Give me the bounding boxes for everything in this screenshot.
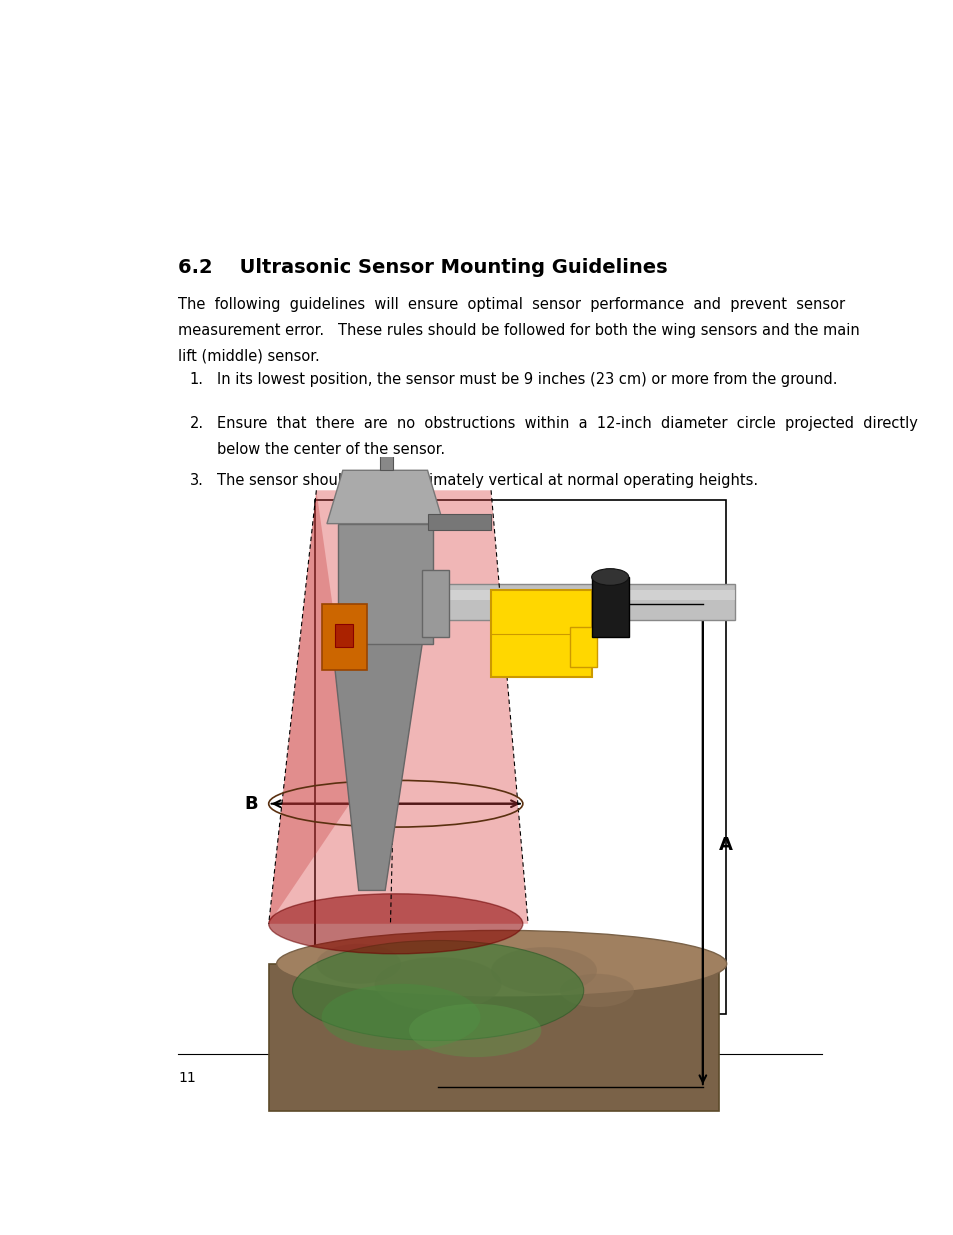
Bar (321, 604, 366, 671)
Ellipse shape (491, 947, 597, 994)
Text: 3.: 3. (190, 473, 203, 488)
Ellipse shape (591, 568, 628, 585)
Bar (379, 443, 393, 471)
FancyBboxPatch shape (269, 963, 718, 1110)
Bar (337, 524, 433, 643)
Bar (422, 571, 448, 637)
Ellipse shape (409, 1004, 540, 1057)
Text: Figure 6: Sensor Mounting Guidelines: Figure 6: Sensor Mounting Guidelines (375, 1029, 669, 1042)
Ellipse shape (316, 944, 400, 984)
Text: lift (middle) sensor.: lift (middle) sensor. (178, 348, 320, 364)
Text: 2.: 2. (190, 416, 203, 431)
Ellipse shape (276, 930, 726, 997)
Ellipse shape (559, 973, 634, 1008)
Bar (335, 624, 353, 647)
Polygon shape (332, 643, 422, 890)
Text: In its lowest position, the sensor must be 9 inches (23 cm) or more from the gro: In its lowest position, the sensor must … (216, 372, 837, 387)
Text: measurement error.   These rules should be followed for both the wing sensors an: measurement error. These rules should be… (178, 324, 860, 338)
Bar (491, 590, 591, 677)
Bar (591, 577, 628, 637)
Bar (570, 627, 597, 667)
Ellipse shape (293, 941, 583, 1040)
Text: A: A (718, 836, 732, 855)
Bar (427, 514, 491, 530)
Bar (314, 500, 724, 1014)
Text: The  following  guidelines  will  ensure  optimal  sensor  performance  and  pre: The following guidelines will ensure opt… (178, 298, 844, 312)
Text: The sensor should be approximately vertical at normal operating heights.: The sensor should be approximately verti… (216, 473, 758, 488)
Text: 11: 11 (178, 1071, 196, 1084)
Polygon shape (269, 490, 358, 924)
Ellipse shape (375, 957, 501, 1010)
Ellipse shape (269, 894, 522, 953)
Text: below the center of the sensor.: below the center of the sensor. (216, 442, 444, 457)
Bar (427, 584, 734, 620)
Text: 1.: 1. (190, 372, 203, 387)
Bar (427, 590, 734, 600)
Ellipse shape (321, 984, 480, 1051)
Text: 6.2    Ultrasonic Sensor Mounting Guidelines: 6.2 Ultrasonic Sensor Mounting Guideline… (178, 258, 667, 277)
Polygon shape (327, 471, 443, 524)
Text: Ensure  that  there  are  no  obstructions  within  a  12-inch  diameter  circle: Ensure that there are no obstructions wi… (216, 416, 917, 431)
Text: B: B (244, 795, 258, 813)
Polygon shape (269, 490, 528, 924)
